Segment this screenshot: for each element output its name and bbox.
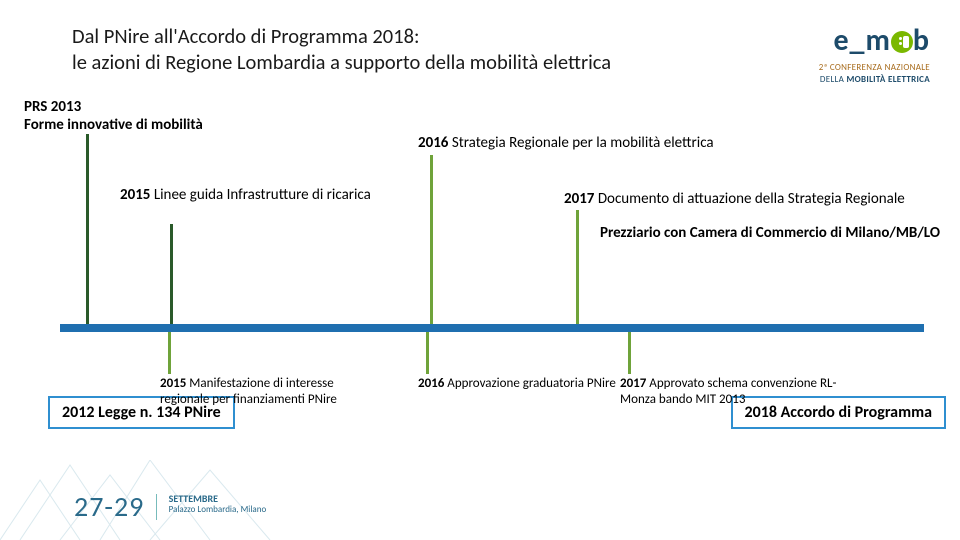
timeline-tick [576,210,579,324]
timeline-tick [628,332,631,374]
logo-subtitle-1: 2ª CONFERENZA NAZIONALE [819,63,930,74]
footer: 27-29 SETTEMBRE Palazzo Lombardia, Milan… [0,460,960,540]
logo-subtitle-2: DELLA MOBILITÀ ELETTRICA [819,74,930,85]
timeline-label: 2015 Linee guida Infrastrutture di ricar… [120,186,371,204]
timeline-tick [86,134,89,324]
logo-text-prefix: e_m [833,22,890,59]
timeline-tick [426,332,429,374]
timeline-tick [168,332,171,374]
timeline-sublabel: 2016 Approvazione graduatoria PNire [418,376,616,392]
separator [156,494,157,520]
logo: e_m b 2ª CONFERENZA NAZIONALE DELLA MOBIL… [819,22,930,85]
logo-wordmark: e_m b [819,22,930,59]
timeline-tick [430,155,433,324]
timeline-sublabel: 2017 Approvato schema convenzione RL-Mon… [620,376,840,409]
timeline-label: 2016 Strategia Regionale per la mobilità… [418,134,714,152]
timeline-sublabel: 2015 Manifestazione di interesse regiona… [160,376,380,409]
plug-icon [891,31,913,53]
slide: Dal PNire all'Accordo di Programma 2018:… [0,0,960,540]
title-line-1: Dal PNire all'Accordo di Programma 2018: [72,24,611,50]
timeline-bar [60,324,924,332]
timeline-label: PRS 2013Forme innovative di mobilità [24,98,203,134]
timeline-label: 2017 Documento di attuazione della Strat… [564,190,905,208]
dates-place: Palazzo Lombardia, Milano [169,504,267,515]
timeline-label: Prezziario con Camera di Commercio di Mi… [600,224,940,242]
title-line-2: le azioni di Regione Lombardia a support… [72,50,611,76]
logo-text-suffix: b [913,22,930,59]
footer-dates: 27-29 SETTEMBRE Palazzo Lombardia, Milan… [74,489,266,524]
dates-range: 27-29 [74,489,144,524]
timeline-tick [170,224,173,324]
dates-month: SETTEMBRE [169,493,267,504]
slide-title: Dal PNire all'Accordo di Programma 2018:… [72,24,611,75]
